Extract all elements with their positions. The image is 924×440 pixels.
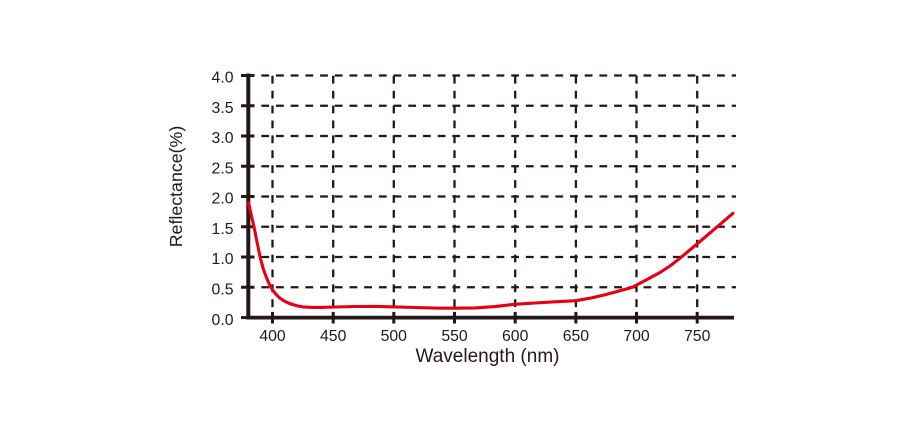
svg-text:2.0: 2.0 (212, 191, 234, 208)
svg-text:1.0: 1.0 (212, 251, 234, 268)
svg-text:500: 500 (381, 328, 408, 345)
svg-text:Wavelength (nm): Wavelength (nm) (416, 346, 560, 367)
svg-text:0.5: 0.5 (212, 281, 234, 298)
svg-text:600: 600 (502, 328, 529, 345)
svg-text:400: 400 (259, 328, 286, 345)
svg-text:0.0: 0.0 (212, 312, 234, 329)
svg-text:550: 550 (441, 328, 468, 345)
svg-text:3.0: 3.0 (212, 130, 234, 147)
svg-text:1.5: 1.5 (212, 221, 234, 238)
svg-text:2.5: 2.5 (212, 160, 234, 177)
svg-text:700: 700 (623, 328, 650, 345)
svg-text:750: 750 (684, 328, 711, 345)
svg-text:3.5: 3.5 (212, 100, 234, 117)
svg-text:Reflectance(%): Reflectance(%) (166, 126, 186, 248)
svg-text:450: 450 (320, 328, 347, 345)
svg-text:4.0: 4.0 (212, 70, 234, 87)
svg-text:650: 650 (563, 328, 590, 345)
